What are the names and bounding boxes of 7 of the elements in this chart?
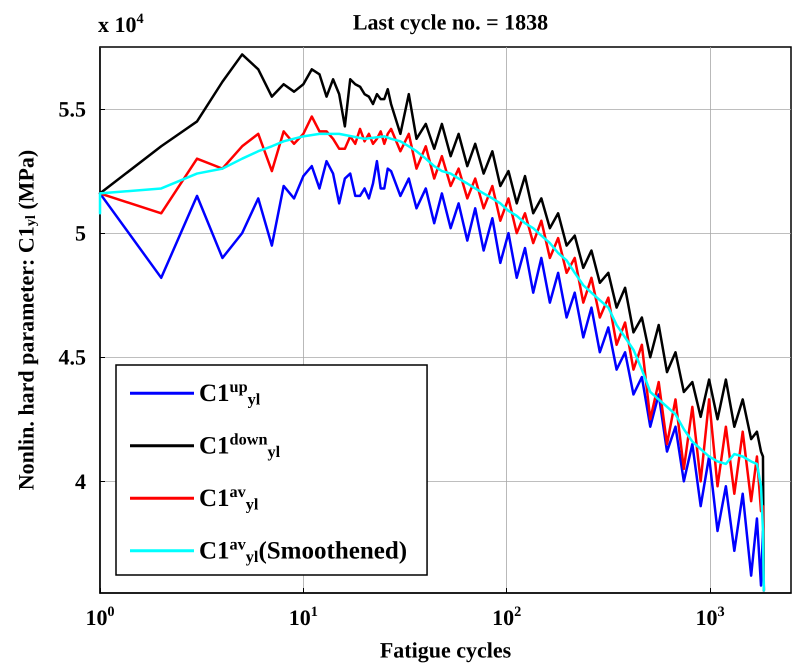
y-tick-label: 4.5 [58,344,86,370]
y-tick-label: 5 [75,220,86,246]
chart-title: Last cycle no. = 1838 [352,10,548,34]
y-axis-title: Nonlin. hard parameter: C1yl (MPa) [14,150,39,490]
x-axis-title: Fatigue cycles [380,638,512,662]
y-tick-label: 5.5 [58,96,86,122]
y-tick-label: 4 [75,468,86,494]
